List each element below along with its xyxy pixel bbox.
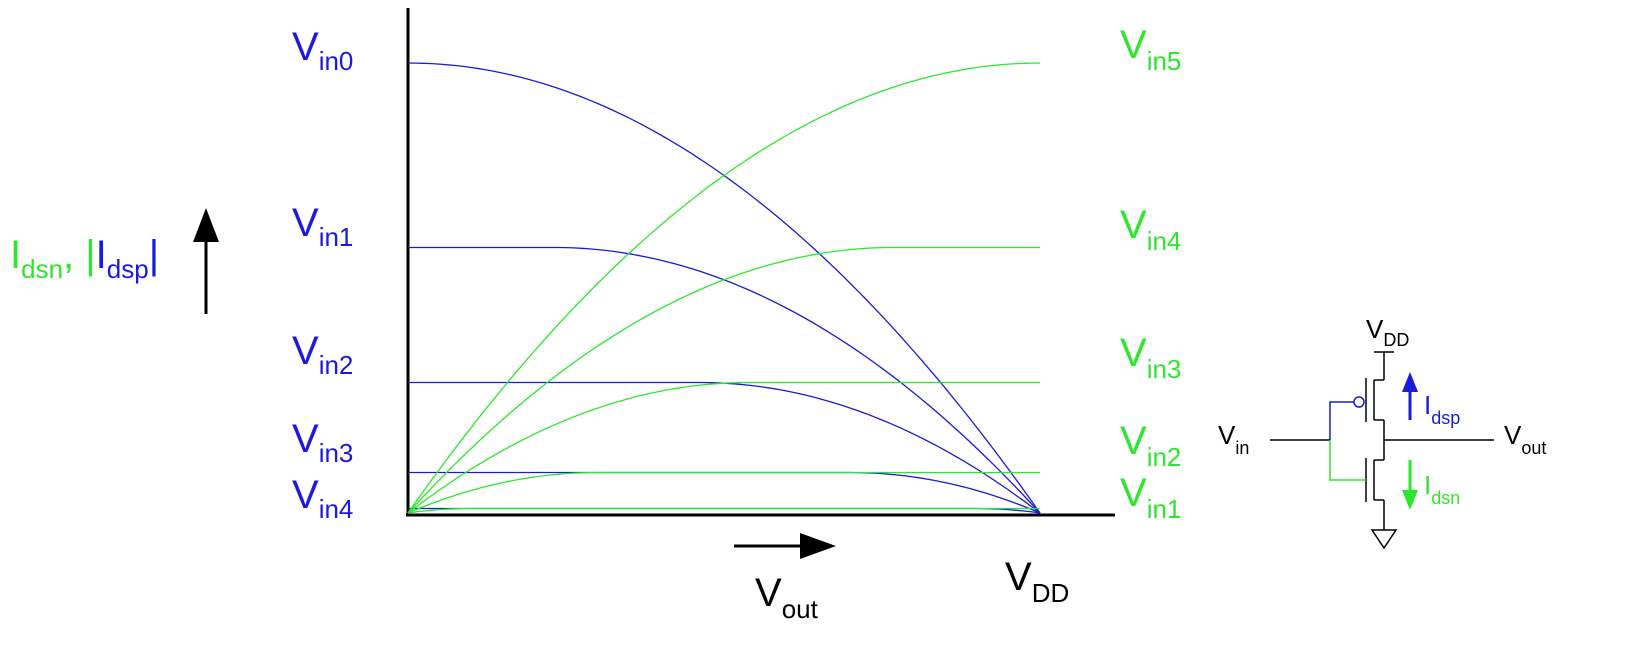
y-axis-label: Idsn, |Idsp| [10,233,159,284]
circuit-idsn-label: Idsn [1424,470,1460,508]
nmos-curve-vin5 [407,62,1041,514]
right-labels: Vin5 Vin4 Vin3 Vin2 Vin1 [1120,23,1181,524]
circuit-vout-label: Vout [1504,420,1546,458]
y-label-idsn-main: I [10,233,21,277]
y-axis-arrow [193,208,219,314]
left-label-vin2: Vin2 [292,329,353,380]
vdd-axis-label: VDD [1005,555,1069,608]
idsp-arrow [1402,372,1418,420]
vdd-axis-main: V [1005,555,1032,599]
x-axis-arrow [734,533,836,559]
y-label-idsp-sub: dsp [107,254,149,284]
y-label-idsn-sub: dsn [21,254,63,284]
right-label-vin4: Vin4 [1120,203,1181,256]
right-label-vin3: Vin3 [1120,331,1181,384]
circuit-vin-label: Vin [1218,420,1249,458]
pmos-curve-vin3 [408,471,1041,514]
x-label-main: V [755,571,782,615]
y-label-idsp-main: I [96,233,107,277]
x-axis-label: Vout [755,571,819,624]
left-label-vin4: Vin4 [292,473,353,524]
circuit-idsp-label: Idsp [1424,390,1460,428]
cmos-inverter-schematic [1270,351,1494,550]
circuit-vdd-label: VDD [1366,314,1409,350]
nmos-curve-vin1 [407,507,1040,514]
x-label-sub: out [782,594,819,624]
pmos-transistor [1329,378,1385,440]
y-label-sep: , | [63,233,96,277]
nmos-curve-vin4 [407,246,1040,514]
left-label-vin3: Vin3 [292,417,353,468]
nmos-curve-vin2 [407,471,1040,514]
pmos-curve-vin2 [408,381,1041,514]
ground-symbol [1370,529,1398,550]
left-label-vin0: Vin0 [292,25,353,76]
right-label-vin1: Vin1 [1120,471,1181,524]
right-label-vin2: Vin2 [1120,419,1181,472]
y-label-end: | [149,233,159,277]
pmos-curve-vin4 [408,507,1041,514]
nmos-curve-vin3 [407,381,1040,514]
vdd-axis-sub: DD [1032,578,1070,608]
left-label-vin1: Vin1 [292,201,353,252]
left-labels: Vin0 Vin1 Vin2 Vin3 Vin4 [292,25,353,524]
idsn-arrow [1402,460,1418,510]
pmos-curve-vin1 [408,246,1041,514]
nmos-transistor [1329,440,1384,502]
iv-curves [407,62,1041,514]
pmos-curve-vin0 [407,62,1041,514]
right-label-vin5: Vin5 [1120,23,1181,76]
